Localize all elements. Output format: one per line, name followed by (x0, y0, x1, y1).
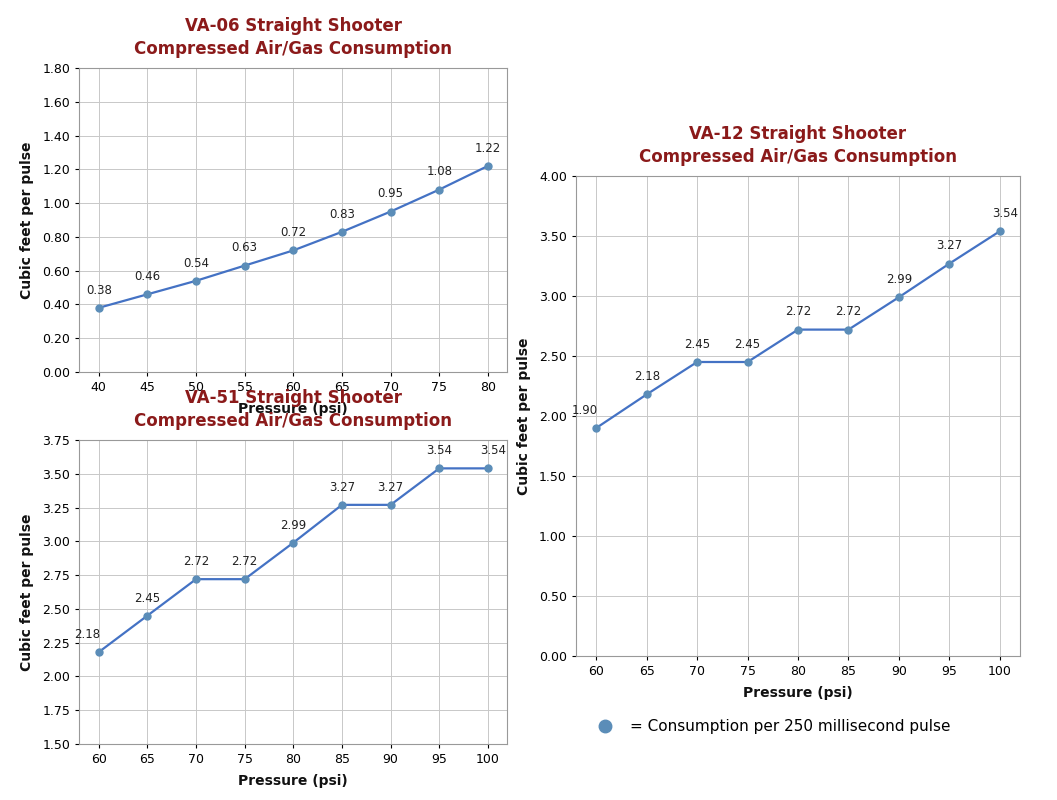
Title: VA-06 Straight Shooter
Compressed Air/Gas Consumption: VA-06 Straight Shooter Compressed Air/Ga… (134, 17, 452, 58)
Text: 2.18: 2.18 (633, 370, 660, 383)
Text: 0.95: 0.95 (377, 187, 404, 201)
Text: 2.72: 2.72 (183, 555, 209, 568)
Y-axis label: Cubic feet per pulse: Cubic feet per pulse (517, 338, 531, 494)
Text: 0.46: 0.46 (134, 270, 161, 283)
Text: 3.54: 3.54 (426, 444, 452, 458)
X-axis label: Pressure (psi): Pressure (psi) (239, 774, 348, 788)
Text: 0.38: 0.38 (86, 284, 112, 297)
Text: 2.45: 2.45 (684, 338, 710, 351)
Text: 0.72: 0.72 (280, 226, 307, 239)
Y-axis label: Cubic feet per pulse: Cubic feet per pulse (20, 514, 34, 670)
Legend: = Consumption per 250 millisecond pulse: = Consumption per 250 millisecond pulse (583, 713, 957, 740)
Text: 0.63: 0.63 (231, 242, 258, 254)
Title: VA-12 Straight Shooter
Compressed Air/Gas Consumption: VA-12 Straight Shooter Compressed Air/Ga… (639, 125, 957, 166)
Text: 2.72: 2.72 (231, 555, 258, 568)
X-axis label: Pressure (psi): Pressure (psi) (743, 686, 853, 700)
Text: 2.18: 2.18 (75, 628, 100, 641)
Text: 1.90: 1.90 (572, 404, 598, 417)
Text: 2.99: 2.99 (280, 518, 307, 531)
Text: 2.72: 2.72 (785, 306, 811, 318)
Text: 0.54: 0.54 (183, 257, 209, 270)
Text: 1.22: 1.22 (475, 142, 501, 155)
Text: 2.45: 2.45 (134, 591, 161, 605)
Text: 2.99: 2.99 (886, 273, 912, 286)
X-axis label: Pressure (psi): Pressure (psi) (239, 402, 348, 416)
Text: 3.54: 3.54 (993, 207, 1018, 220)
Text: 2.45: 2.45 (735, 338, 761, 351)
Text: 2.72: 2.72 (835, 306, 861, 318)
Text: 3.27: 3.27 (377, 481, 404, 494)
Y-axis label: Cubic feet per pulse: Cubic feet per pulse (20, 142, 34, 298)
Text: 0.83: 0.83 (329, 208, 355, 221)
Text: 3.27: 3.27 (937, 239, 963, 253)
Title: VA-51 Straight Shooter
Compressed Air/Gas Consumption: VA-51 Straight Shooter Compressed Air/Ga… (134, 389, 452, 430)
Text: 3.27: 3.27 (329, 481, 355, 494)
Text: 1.08: 1.08 (426, 166, 452, 178)
Text: 3.54: 3.54 (481, 444, 506, 458)
